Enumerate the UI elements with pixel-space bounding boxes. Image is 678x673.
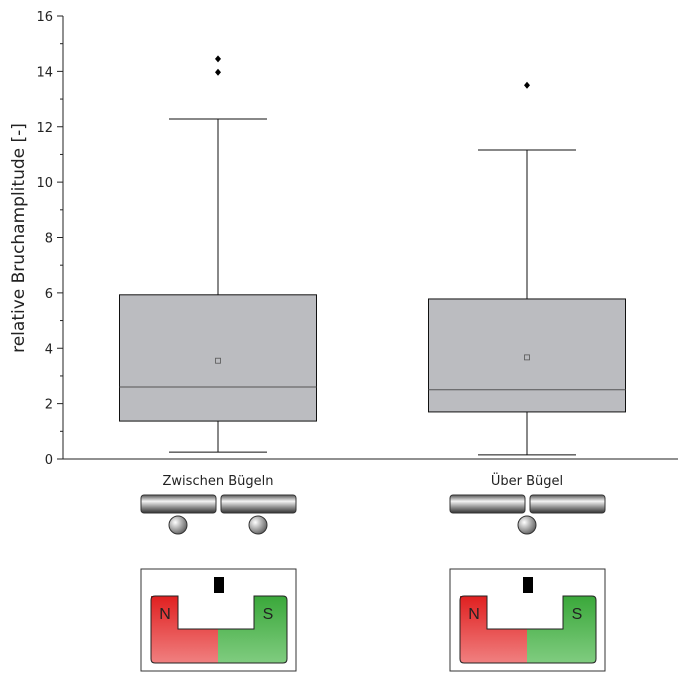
magnet-label: N — [159, 606, 171, 623]
y-tick-label: 16 — [36, 10, 53, 25]
magnet-label: S — [263, 606, 274, 623]
y-tick-label: 8 — [45, 232, 53, 247]
y-tick-label: 0 — [45, 453, 53, 468]
magnet-label: S — [572, 606, 583, 623]
outlier — [215, 69, 221, 76]
outlier — [524, 82, 530, 89]
y-tick-label: 2 — [45, 398, 53, 413]
y-axis-label: relative Bruchamplitude [-] — [9, 123, 29, 353]
chart: N S N S relative Bruchamplitude [-] 0 2 4 6… — [0, 0, 678, 673]
magnet-label: N — [468, 606, 480, 623]
illustration: N S N S — [141, 495, 605, 671]
y-tick-label: 4 — [45, 342, 53, 357]
y-tick-label: 12 — [36, 121, 53, 136]
y-tick-label: 14 — [36, 65, 53, 80]
outlier — [215, 55, 221, 62]
y-tick-label: 6 — [45, 287, 53, 302]
y-tick-label: 10 — [36, 176, 53, 191]
x-tick-label: Über Bügel — [491, 472, 563, 489]
box — [429, 299, 626, 412]
x-tick-label: Zwischen Bügeln — [163, 474, 274, 489]
